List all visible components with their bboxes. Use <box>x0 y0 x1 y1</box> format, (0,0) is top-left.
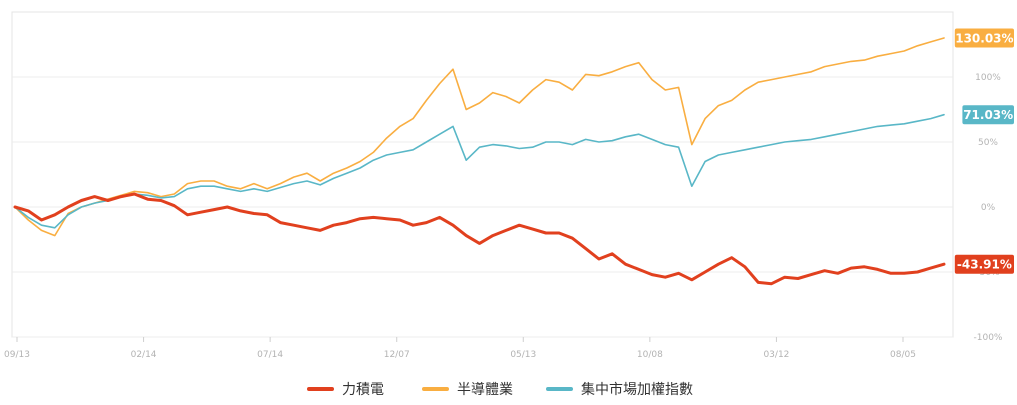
end-badge-0 <box>954 254 1014 274</box>
legend-item-1[interactable]: 半導體業 <box>422 382 513 398</box>
legend-item-2[interactable]: 集中市場加權指數 <box>546 381 693 398</box>
x-tick-label: 03/12 <box>763 350 789 360</box>
plot-border <box>11 11 954 338</box>
y-tick-label: 50% <box>978 138 998 148</box>
series-lines <box>13 37 946 286</box>
grid <box>11 11 954 338</box>
x-tick-label: 07/14 <box>257 350 283 360</box>
legend-item-0[interactable]: 力積電 <box>307 382 384 398</box>
series-line-2 <box>14 113 945 229</box>
end-badge-label-2: 71.03% <box>963 108 1013 122</box>
end-badge-label-1: 130.03% <box>955 32 1013 46</box>
x-tick-label: 12/07 <box>384 350 410 360</box>
y-tick-label: -100% <box>974 333 1003 343</box>
end-value-badges: -43.91% 130.03% 71.03% <box>954 28 1014 274</box>
series-line-1 <box>14 37 945 237</box>
x-tick-label: 09/13 <box>4 350 30 360</box>
end-badge-1 <box>954 28 1014 48</box>
y-tick-label: 100% <box>975 73 1001 83</box>
end-badge-2 <box>962 105 1014 125</box>
legend-label: 力積電 <box>342 382 384 398</box>
x-tick-label: 10/08 <box>637 350 663 360</box>
legend[interactable]: 力積電 半導體業 集中市場加權指數 <box>307 381 693 398</box>
y-tick-label: 0% <box>981 203 996 213</box>
x-tick-label: 08/05 <box>890 350 916 360</box>
legend-label: 半導體業 <box>457 382 513 398</box>
x-tick-label: 05/13 <box>510 350 536 360</box>
end-badge-label-0: -43.91% <box>957 258 1012 272</box>
legend-label: 集中市場加權指數 <box>581 381 693 398</box>
x-axis-ticks: 09/13 02/14 07/14 12/07 05/13 10/08 03/12 08/05 <box>4 337 916 360</box>
x-tick-label: 02/14 <box>131 350 157 360</box>
series-line-0 <box>13 192 946 286</box>
